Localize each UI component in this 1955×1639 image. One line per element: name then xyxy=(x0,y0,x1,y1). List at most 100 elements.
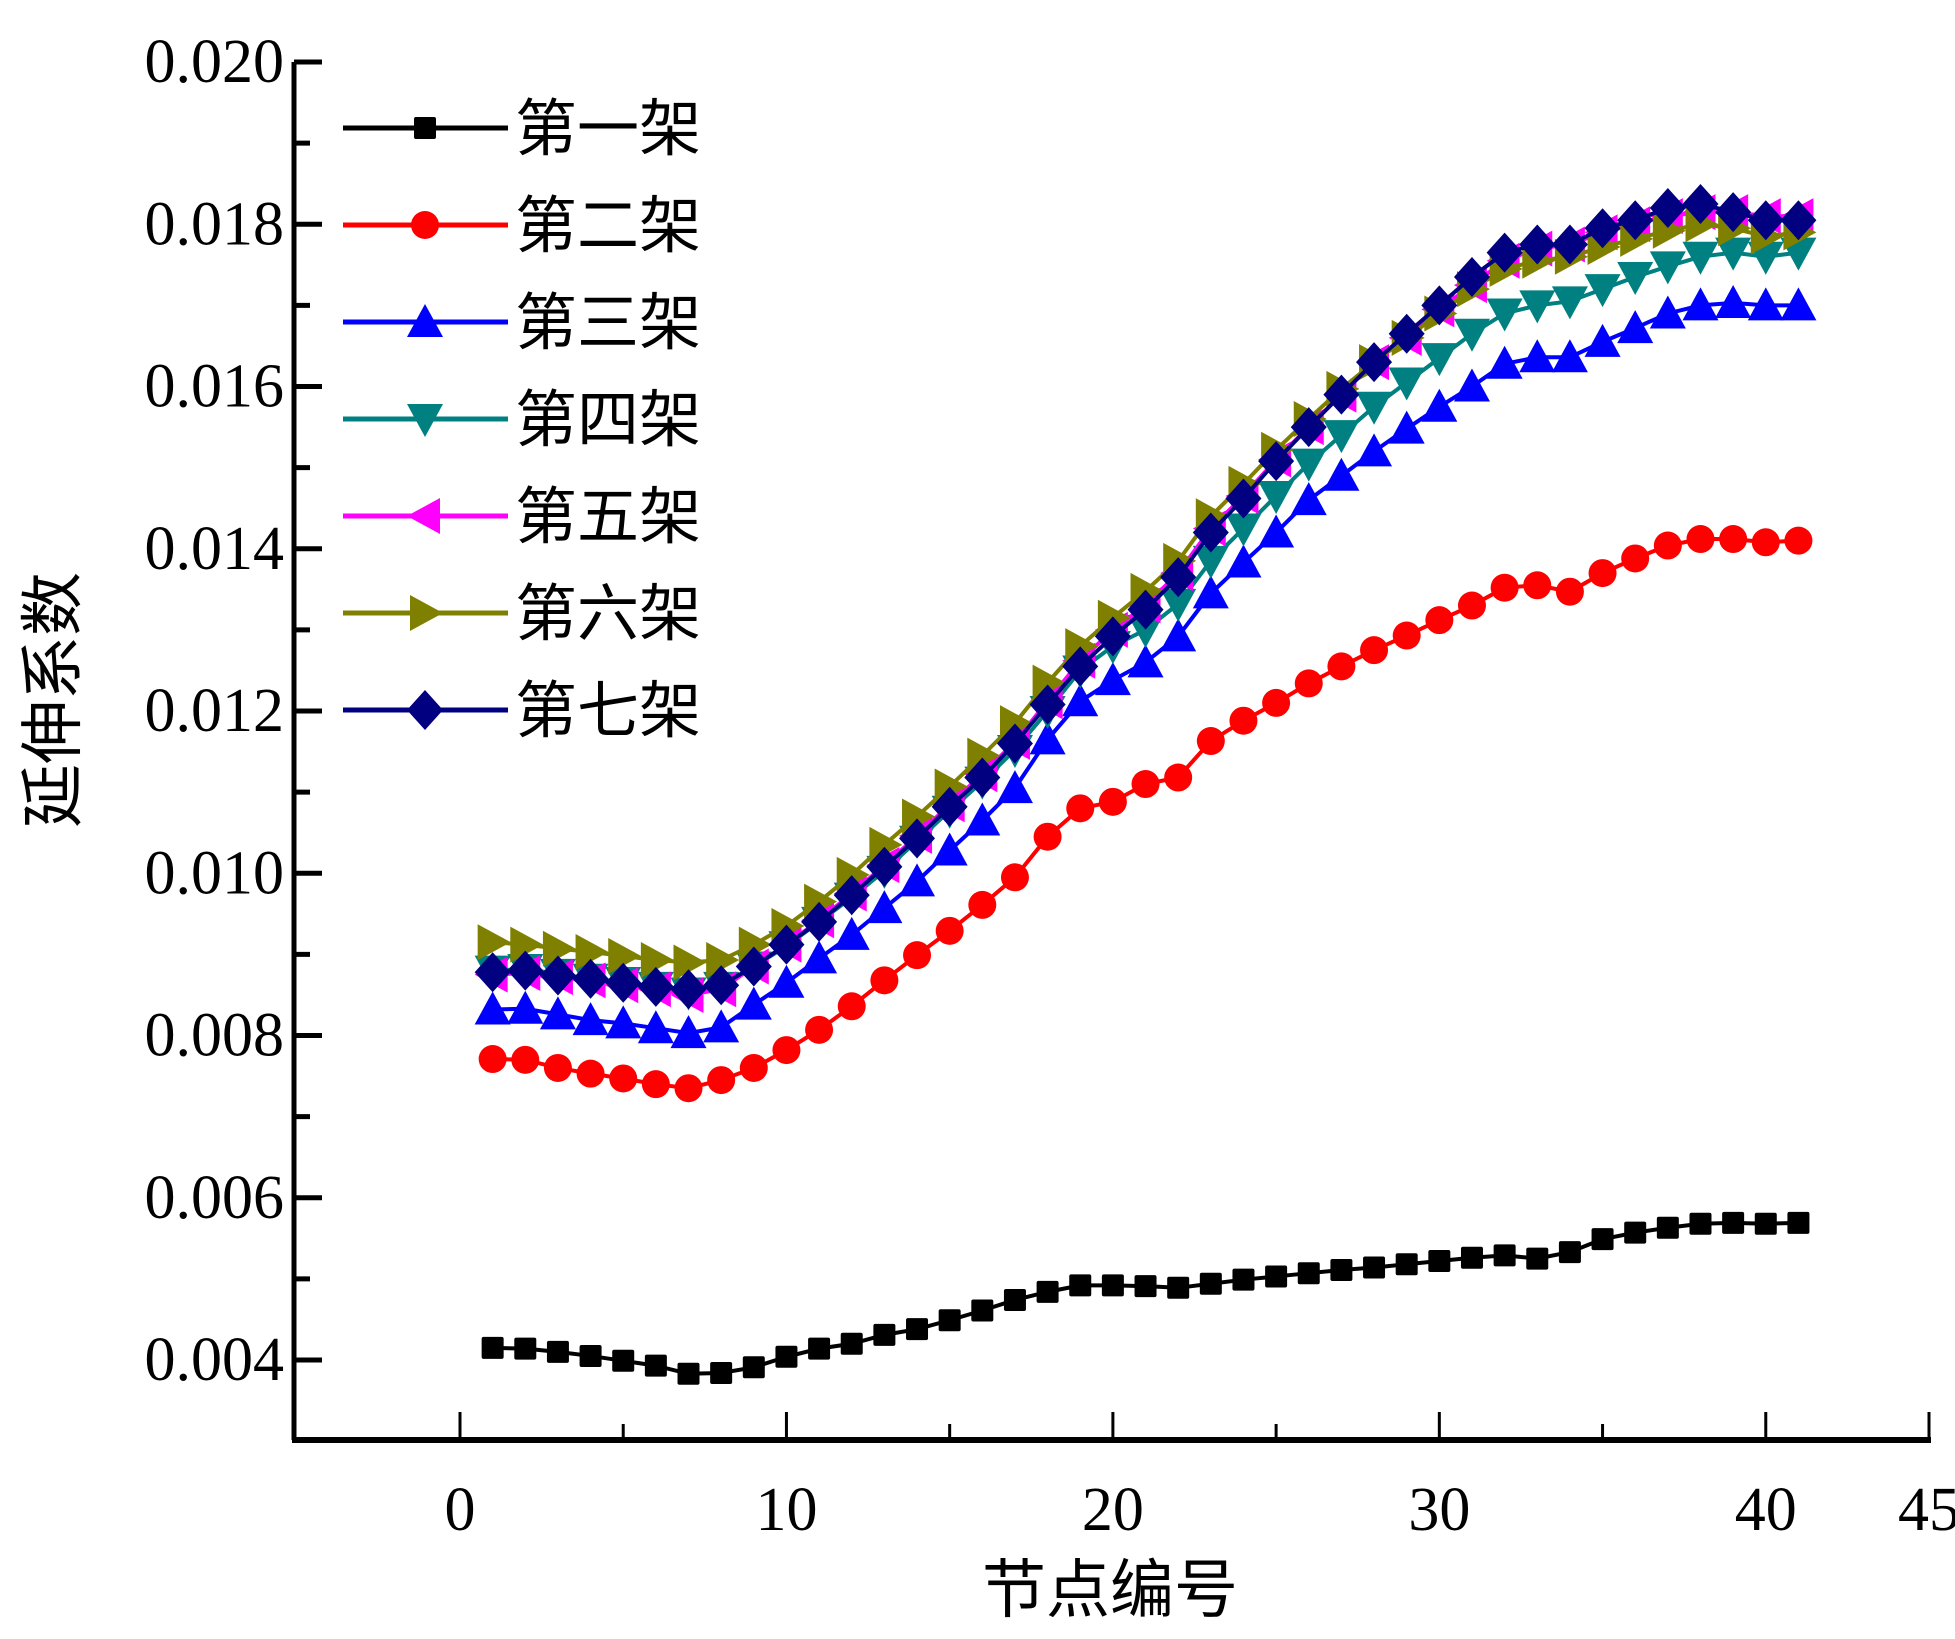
data-point xyxy=(1649,251,1686,285)
legend-item: 第六架 xyxy=(343,577,701,650)
data-point xyxy=(605,962,642,1003)
data-point xyxy=(1033,822,1062,851)
data-point xyxy=(510,926,544,963)
data-point xyxy=(1621,544,1650,573)
data-point xyxy=(543,1053,572,1082)
data-point xyxy=(1682,287,1719,321)
data-point xyxy=(873,1323,896,1346)
data-point xyxy=(866,846,903,887)
data-point xyxy=(644,1354,667,1377)
data-point xyxy=(1101,1274,1124,1297)
legend-item: 第三架 xyxy=(343,286,701,359)
data-point xyxy=(1551,224,1588,265)
data-point xyxy=(1098,787,1127,816)
y-tick-label: 0.012 xyxy=(145,677,285,745)
data-point xyxy=(1486,232,1523,273)
data-point xyxy=(1617,310,1654,344)
data-point xyxy=(1131,770,1160,799)
data-point xyxy=(1747,287,1784,321)
data-point xyxy=(1265,1265,1288,1288)
data-point xyxy=(1029,684,1066,725)
data-point xyxy=(837,992,866,1021)
data-point xyxy=(542,930,576,967)
data-point xyxy=(1127,644,1164,678)
data-point xyxy=(866,890,903,924)
data-point xyxy=(996,723,1033,764)
data-point xyxy=(1519,290,1556,324)
series-2 xyxy=(478,525,1813,1103)
data-point xyxy=(899,863,936,897)
data-point xyxy=(1421,343,1458,377)
data-point xyxy=(1428,1250,1451,1273)
data-point xyxy=(938,1309,961,1332)
data-point xyxy=(996,770,1033,804)
legend-marker xyxy=(407,304,443,337)
x-tick-label: 0 xyxy=(445,1476,476,1544)
data-point xyxy=(1649,295,1686,329)
data-point xyxy=(1094,616,1131,657)
data-point xyxy=(1486,345,1523,379)
y-tick-label: 0.008 xyxy=(145,1002,285,1070)
legend-label: 第七架 xyxy=(515,674,701,747)
data-point xyxy=(1421,285,1458,326)
data-point xyxy=(572,1002,609,1036)
data-point xyxy=(1323,374,1360,415)
legend-label: 第六架 xyxy=(515,577,701,650)
data-point xyxy=(1486,298,1523,332)
legend-marker xyxy=(407,690,443,730)
data-point xyxy=(640,942,674,979)
data-point xyxy=(1682,241,1719,275)
y-tick-label: 0.014 xyxy=(145,515,285,583)
data-point xyxy=(968,890,997,919)
data-point xyxy=(507,950,544,991)
data-point xyxy=(1526,1247,1549,1270)
data-point xyxy=(906,1318,929,1341)
legend-label: 第五架 xyxy=(515,480,701,553)
data-point xyxy=(1062,646,1099,687)
y-axis-title: 延伸系数 xyxy=(17,572,91,828)
data-point xyxy=(1258,481,1295,515)
data-point xyxy=(833,875,870,916)
data-point xyxy=(805,1015,834,1044)
legend-marker xyxy=(410,595,443,631)
data-point xyxy=(507,990,544,1024)
data-point xyxy=(964,757,1001,798)
data-point xyxy=(738,926,772,963)
data-point xyxy=(1388,367,1425,401)
data-point xyxy=(1258,441,1295,482)
data-point xyxy=(1388,410,1425,444)
data-point xyxy=(899,818,936,859)
data-point xyxy=(1395,1253,1418,1276)
legend-label: 第二架 xyxy=(515,189,701,262)
data-point xyxy=(481,1336,504,1359)
data-point xyxy=(576,1059,605,1088)
data-point xyxy=(1584,274,1621,308)
y-tick-label: 0.020 xyxy=(145,28,285,96)
data-point xyxy=(1032,664,1066,701)
data-point xyxy=(1356,391,1393,425)
x-tick-label: 40 xyxy=(1735,1476,1797,1544)
data-point xyxy=(575,933,609,970)
data-point xyxy=(539,955,576,996)
data-point xyxy=(1780,287,1817,321)
data-point xyxy=(539,996,576,1030)
data-point xyxy=(1493,1244,1516,1267)
data-point xyxy=(605,1005,642,1039)
data-point xyxy=(1323,457,1360,491)
data-point xyxy=(478,1045,507,1074)
data-point xyxy=(1029,721,1066,755)
data-point xyxy=(1160,557,1197,598)
data-point xyxy=(670,969,707,1010)
legend-item: 第七架 xyxy=(343,674,701,747)
data-point xyxy=(637,1010,674,1044)
data-point xyxy=(1388,313,1425,354)
data-point xyxy=(670,1015,707,1049)
data-point xyxy=(1421,388,1458,422)
data-point xyxy=(1453,318,1490,352)
data-point xyxy=(1290,407,1327,448)
data-point xyxy=(641,1070,670,1099)
data-point xyxy=(674,1074,703,1103)
legend-marker xyxy=(407,404,443,437)
